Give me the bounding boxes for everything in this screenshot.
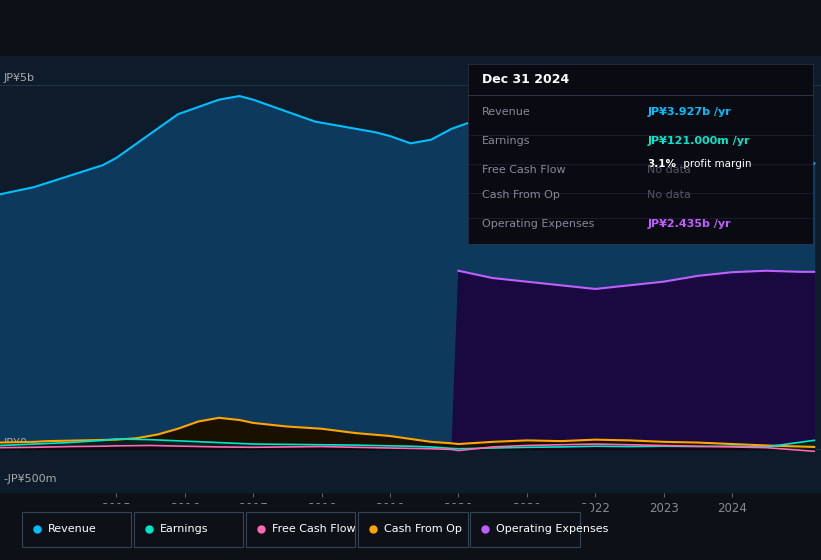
Text: No data: No data [647, 190, 691, 200]
Text: profit margin: profit margin [680, 160, 751, 169]
Text: Revenue: Revenue [482, 108, 530, 118]
Text: JP¥5b: JP¥5b [3, 73, 34, 83]
Text: Revenue: Revenue [48, 524, 97, 534]
Text: Free Cash Flow: Free Cash Flow [482, 165, 566, 175]
Text: -JP¥500m: -JP¥500m [3, 474, 57, 484]
Text: No data: No data [647, 165, 691, 175]
FancyBboxPatch shape [470, 512, 580, 547]
Text: JP¥2.435b /yr: JP¥2.435b /yr [647, 218, 731, 228]
Text: Free Cash Flow: Free Cash Flow [273, 524, 355, 534]
Text: JP¥3.927b /yr: JP¥3.927b /yr [647, 108, 731, 118]
Text: JP¥0: JP¥0 [3, 438, 27, 447]
Text: 3.1%: 3.1% [647, 160, 677, 169]
Text: Operating Expenses: Operating Expenses [482, 218, 594, 228]
Text: Earnings: Earnings [482, 136, 530, 146]
FancyBboxPatch shape [358, 512, 468, 547]
FancyBboxPatch shape [246, 512, 355, 547]
FancyBboxPatch shape [135, 512, 244, 547]
Text: Dec 31 2024: Dec 31 2024 [482, 73, 569, 86]
Text: Cash From Op: Cash From Op [482, 190, 560, 200]
Text: JP¥121.000m /yr: JP¥121.000m /yr [647, 136, 750, 146]
Text: Earnings: Earnings [160, 524, 209, 534]
Text: Operating Expenses: Operating Expenses [496, 524, 608, 534]
Text: Cash From Op: Cash From Op [384, 524, 462, 534]
FancyBboxPatch shape [22, 512, 131, 547]
